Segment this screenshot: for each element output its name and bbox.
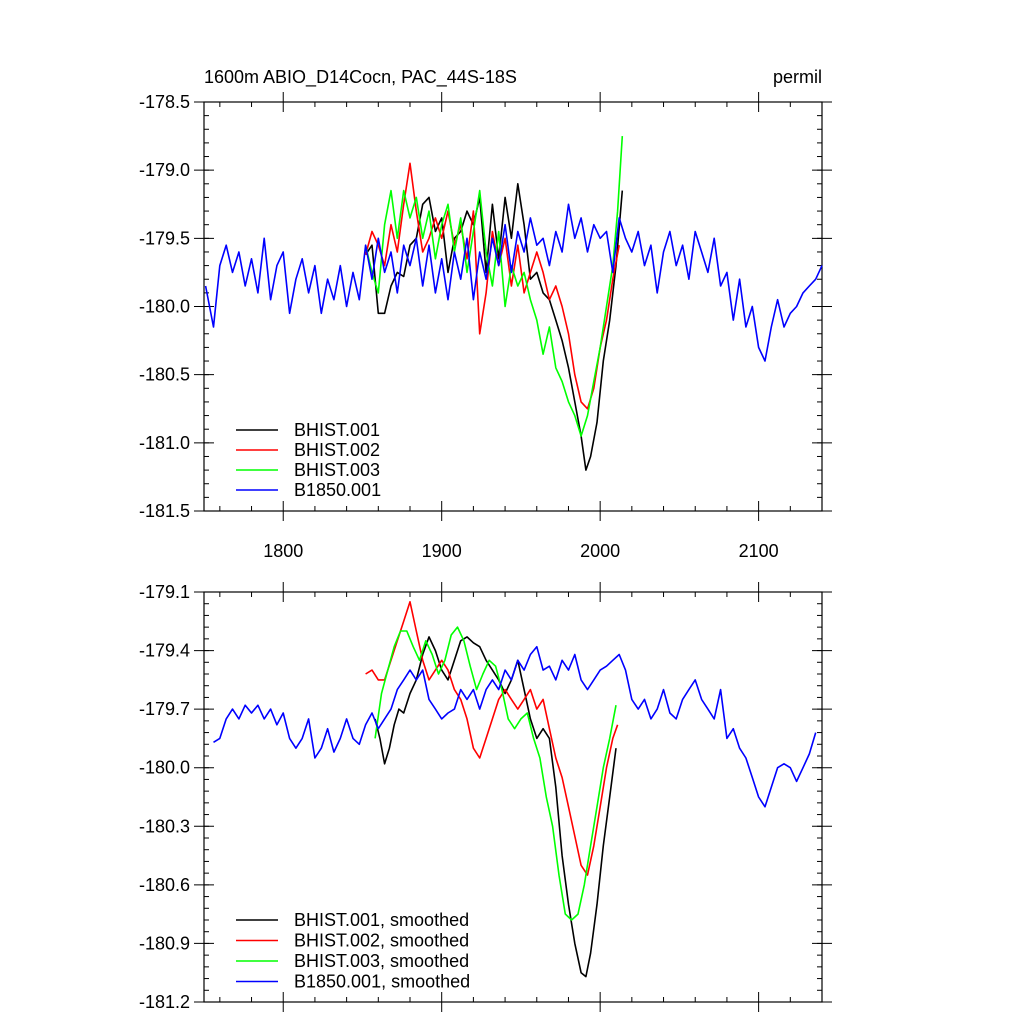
- series-line-bhist-002: [364, 162, 620, 410]
- legend-label: BHIST.003: [294, 460, 380, 480]
- units-label: permil: [773, 67, 822, 87]
- series-line-bhist-002: [365, 600, 619, 876]
- y-tick-label: -181.5: [139, 501, 190, 521]
- series-line-b1850-001: [204, 203, 823, 362]
- series-line-bhist-001: [374, 636, 617, 978]
- y-tick-label: -180.0: [139, 758, 190, 778]
- series-line-bhist-001: [364, 183, 624, 471]
- y-tick-label: -179.0: [139, 160, 190, 180]
- x-tick-label: 1800: [263, 541, 303, 561]
- y-tick-label: -180.5: [139, 365, 190, 385]
- legend-label: BHIST.002: [294, 440, 380, 460]
- legend-label: B1850.001: [294, 480, 381, 500]
- plot-frame: [203, 591, 823, 1003]
- series-line-bhist-003: [374, 626, 617, 921]
- bottom-panel: -179.1 -179.4 -179.7 -180.0 -180.3 -180.6 -180…: [139, 582, 832, 1012]
- y-tick-label: -181.2: [139, 992, 190, 1012]
- legend-label: BHIST.001: [294, 420, 380, 440]
- series-line-bhist-003: [364, 136, 624, 437]
- y-tick-label: -179.4: [139, 641, 190, 661]
- y-tick-label: -181.0: [139, 433, 190, 453]
- legend-label: BHIST.002, smoothed: [294, 931, 469, 951]
- y-tick-label: -179.7: [139, 699, 190, 719]
- y-tick-label: -180.3: [139, 816, 190, 836]
- top-panel: 1800 1900 2000 2100 -178.5 -179.0 -179.5 -180.0…: [139, 92, 832, 561]
- y-tick-label: -180.0: [139, 297, 190, 317]
- x-tick-label: 2100: [739, 541, 779, 561]
- series-line-b1850-001: [213, 645, 817, 808]
- y-tick-label: -180.6: [139, 875, 190, 895]
- y-tick-label: -179.1: [139, 582, 190, 602]
- y-tick-label: -178.5: [139, 92, 190, 112]
- legend-label: BHIST.001, smoothed: [294, 910, 469, 930]
- x-tick-label: 1900: [422, 541, 462, 561]
- y-tick-label: -179.5: [139, 228, 190, 248]
- legend-label: B1850.001, smoothed: [294, 972, 470, 992]
- x-tick-label: 2000: [580, 541, 620, 561]
- legend-label: BHIST.003, smoothed: [294, 951, 469, 971]
- y-tick-label: -180.9: [139, 933, 190, 953]
- chart-title: 1600m ABIO_D14Cocn, PAC_44S-18S: [204, 67, 517, 88]
